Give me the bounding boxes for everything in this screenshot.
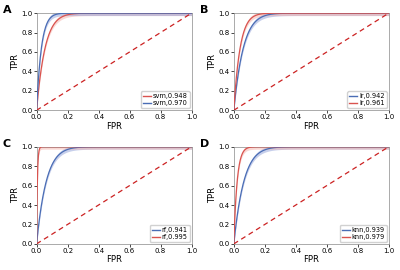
- Legend: svm,0.948, svm,0.970: svm,0.948, svm,0.970: [141, 91, 190, 108]
- Text: D: D: [200, 139, 209, 149]
- Text: C: C: [2, 139, 10, 149]
- X-axis label: FPR: FPR: [106, 122, 122, 131]
- Legend: rf,0.941, rf,0.995: rf,0.941, rf,0.995: [150, 225, 190, 242]
- Y-axis label: TPR: TPR: [208, 187, 217, 203]
- Legend: knn,0.939, knn,0.979: knn,0.939, knn,0.979: [340, 225, 387, 242]
- Text: B: B: [200, 5, 208, 15]
- Legend: lr,0.942, lr,0.961: lr,0.942, lr,0.961: [347, 91, 387, 108]
- Text: A: A: [2, 5, 11, 15]
- Y-axis label: TPR: TPR: [208, 54, 217, 70]
- X-axis label: FPR: FPR: [106, 255, 122, 264]
- X-axis label: FPR: FPR: [303, 255, 319, 264]
- Y-axis label: TPR: TPR: [11, 54, 20, 70]
- X-axis label: FPR: FPR: [303, 122, 319, 131]
- Y-axis label: TPR: TPR: [11, 187, 20, 203]
